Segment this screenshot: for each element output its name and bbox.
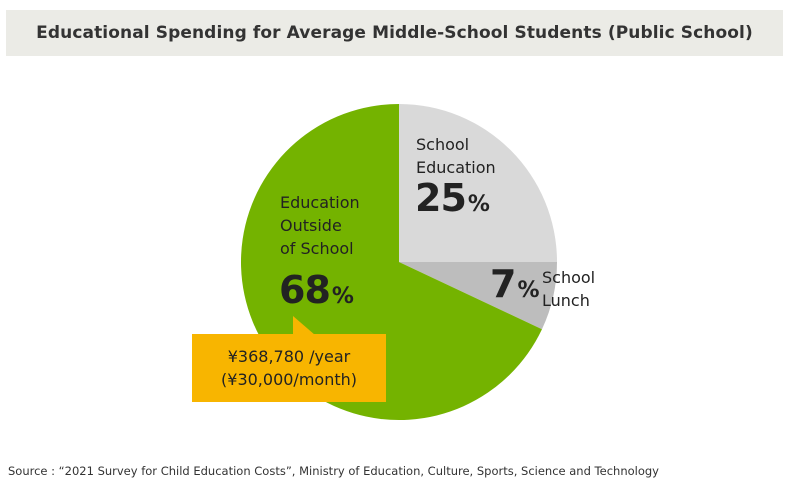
school-education-label: School Education [416, 133, 496, 179]
school-education-label-line2: Education [416, 158, 496, 177]
pie-slice-school-education [399, 104, 557, 262]
school-education-percent: 25% [415, 176, 490, 220]
school-lunch-label: School Lunch [542, 266, 595, 312]
chart-title: Educational Spending for Average Middle-… [36, 23, 753, 43]
title-bar: Educational Spending for Average Middle-… [6, 10, 783, 56]
outside-school-label-line3: of School [280, 239, 354, 258]
school-education-label-line1: School [416, 135, 470, 154]
annual-cost-callout: ¥368,780 /year (¥30,000/month) [192, 334, 386, 402]
school-lunch-percent: 7% [490, 262, 540, 306]
outside-school-percent-sign: % [331, 284, 354, 309]
school-education-percent-value: 25 [415, 176, 467, 220]
outside-school-percent-value: 68 [279, 268, 331, 312]
source-note: Source : “2021 Survey for Child Educatio… [8, 464, 659, 478]
outside-school-label-line1: Education [280, 193, 360, 212]
monthly-cost-text: (¥30,000/month) [221, 370, 357, 389]
outside-school-label: Education Outside of School [280, 191, 360, 260]
school-lunch-label-line2: Lunch [542, 291, 590, 310]
school-lunch-percent-value: 7 [490, 262, 516, 306]
school-lunch-label-line1: School [542, 268, 596, 287]
school-lunch-percent-sign: % [517, 278, 540, 303]
outside-school-label-line2: Outside [280, 216, 342, 235]
school-education-percent-sign: % [467, 192, 490, 217]
outside-school-percent: 68% [279, 268, 354, 312]
pie-slice-school-lunch [399, 262, 557, 330]
annual-cost-text: ¥368,780 /year [227, 347, 351, 366]
callout-pointer [293, 316, 315, 335]
